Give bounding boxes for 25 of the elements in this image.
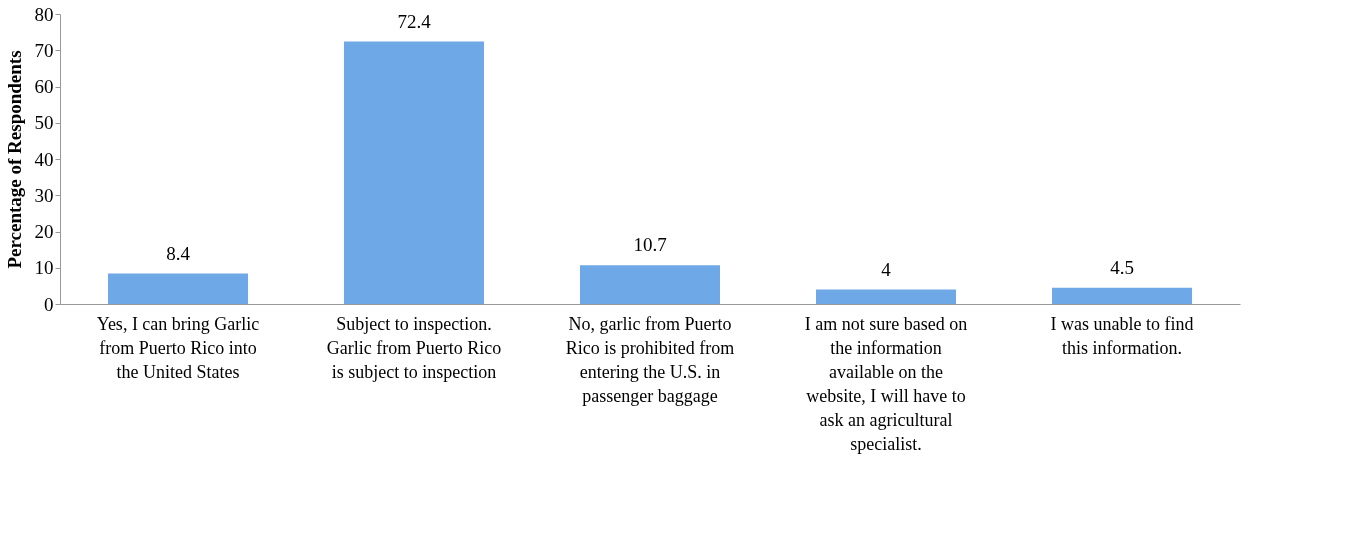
y-tick-label: 80	[34, 3, 54, 25]
y-tick-label: 20	[34, 221, 54, 242]
data-label: 8.4	[166, 242, 191, 264]
x-tick-label: I was unable to find this information.	[1050, 314, 1194, 358]
x-tick-label: Yes, I can bring Garlic from Puerto Rico into the United States	[96, 314, 260, 382]
y-tick-label: 30	[34, 184, 54, 206]
data-label: 4.5	[1110, 256, 1134, 278]
data-label: 10.7	[633, 234, 667, 256]
y-tick-label: 50	[34, 112, 54, 134]
data-label: 4	[881, 258, 892, 280]
x-tick-label: Subject to inspection. Garlic from Puerto Rico is subject to inspection	[326, 314, 502, 382]
y-tick-label: 70	[34, 39, 54, 61]
x-tick-label: I am not sure based on the information available on the website, I will have to ask an agricultural specialist.	[804, 314, 968, 454]
y-axis-title: Percentage of Respondents	[3, 50, 25, 269]
y-tick-label: 60	[34, 76, 54, 97]
bar	[108, 273, 248, 304]
y-tick-label: 40	[34, 148, 54, 170]
bar	[816, 289, 956, 304]
y-tick-label: 10	[34, 257, 54, 279]
bar	[344, 41, 484, 304]
x-tick-label: No, garlic from Puerto Rico is prohibited from entering the U.S. in passenger baggage	[565, 314, 735, 406]
data-label: 72.4	[397, 10, 432, 32]
bar	[1052, 287, 1192, 304]
y-tick-label: 0	[44, 293, 54, 315]
bar	[580, 265, 720, 304]
